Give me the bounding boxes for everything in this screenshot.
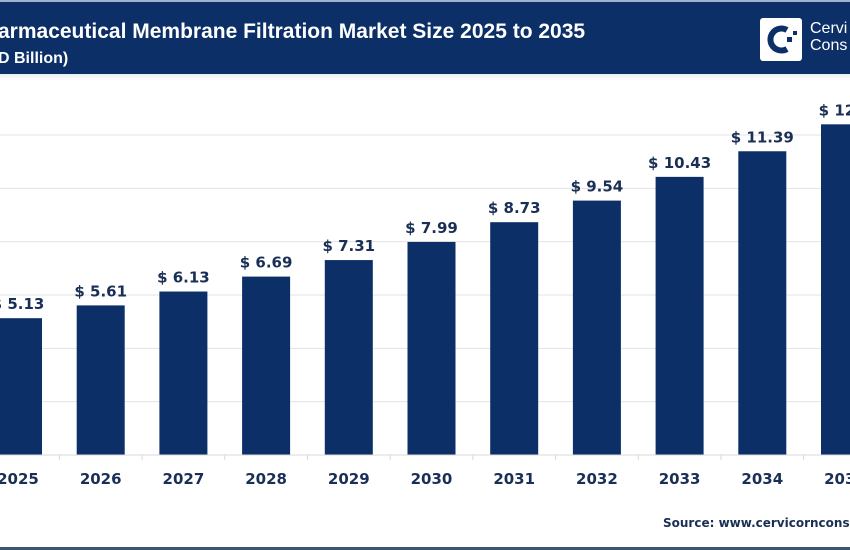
bar (572, 200, 621, 455)
bar (242, 276, 291, 455)
bar (821, 124, 850, 455)
data-label: $ 7.99 (405, 219, 458, 237)
chart-subtitle: D Billion) (0, 50, 69, 67)
data-label: $ 6.13 (157, 269, 210, 287)
data-label: $ 12.4 (819, 101, 850, 119)
bar (324, 260, 373, 455)
x-tick-label: 2031 (493, 470, 535, 488)
bar (159, 291, 208, 455)
bar (0, 318, 42, 455)
bar (490, 222, 539, 455)
source-note: Source: www.cervicornconsultin (663, 516, 850, 530)
x-tick-label: 2029 (328, 470, 370, 488)
x-tick-label: 2034 (741, 470, 783, 488)
bar (738, 151, 787, 455)
data-label: $ 5.13 (0, 295, 44, 313)
x-tick-label: 2035 (824, 470, 850, 488)
data-label: $ 11.39 (731, 128, 794, 146)
header-banner: armaceutical Membrane Filtration Market … (0, 2, 850, 74)
x-tick-label: 2030 (411, 470, 453, 488)
data-label: $ 8.73 (488, 199, 541, 217)
data-label: $ 7.31 (322, 237, 375, 255)
header-shadow (0, 74, 850, 80)
data-label: $ 10.43 (648, 154, 711, 172)
bar (655, 176, 704, 455)
bar (76, 305, 125, 455)
logo-text-line1: Cervi (810, 20, 848, 37)
data-label: $ 6.69 (240, 254, 293, 272)
bar (407, 241, 456, 455)
x-tick-label: 2033 (659, 470, 701, 488)
logo-text: Cervi Cons (810, 20, 847, 54)
x-tick-label: 2032 (576, 470, 618, 488)
x-tick-label: 2026 (80, 470, 122, 488)
x-tick-label: 2025 (0, 470, 39, 488)
chart-title: armaceutical Membrane Filtration Market … (0, 20, 586, 43)
logo-text-line2: Cons (810, 37, 848, 54)
cervicorn-logo-icon (760, 18, 802, 61)
data-label: $ 5.61 (74, 282, 127, 300)
data-label: $ 9.54 (571, 178, 624, 196)
x-tick-label: 2027 (163, 470, 205, 488)
x-tick-label: 2028 (245, 470, 287, 488)
